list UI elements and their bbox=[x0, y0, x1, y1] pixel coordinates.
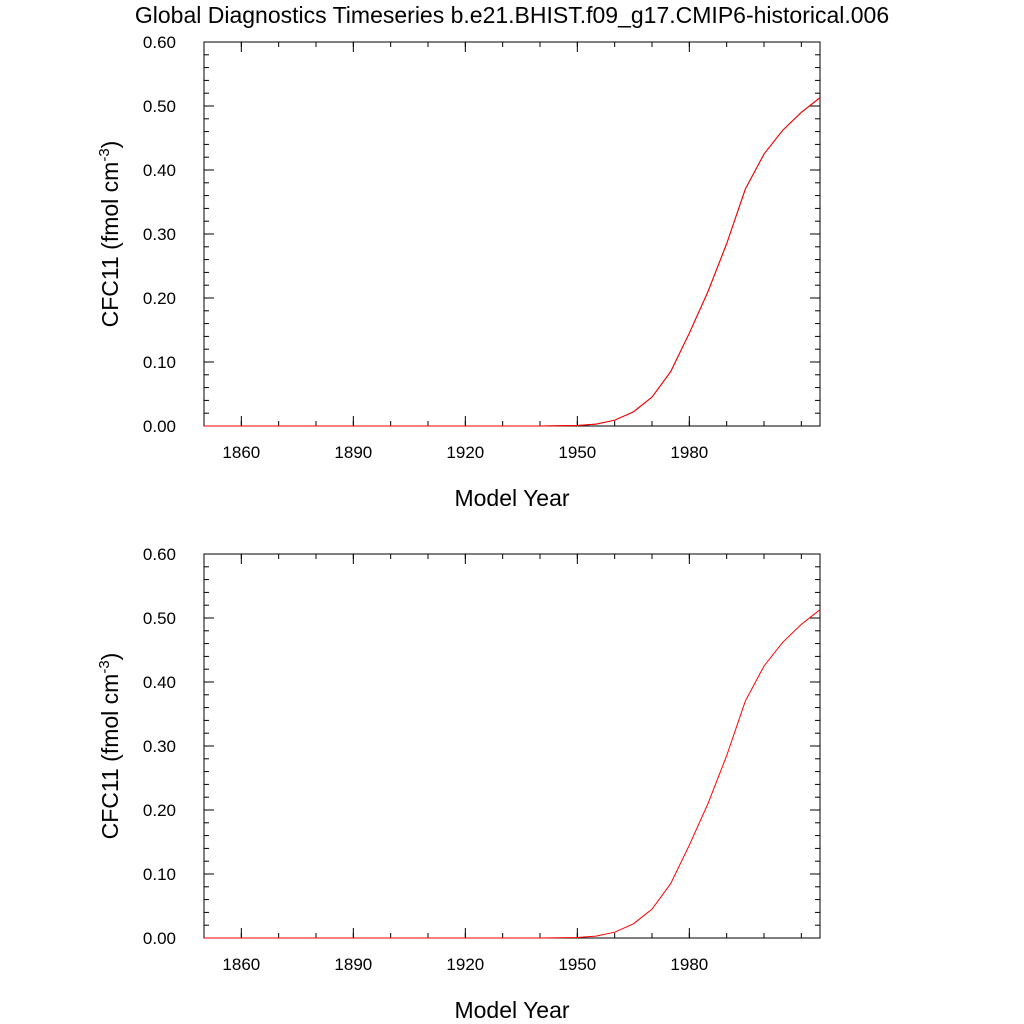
plot-frame bbox=[203, 553, 821, 939]
y-axis-title: CFC11 (fmol cm-3) bbox=[96, 653, 123, 840]
page-title: Global Diagnostics Timeseries b.e21.BHIS… bbox=[134, 2, 890, 28]
y-tick-label: 0.20 bbox=[143, 801, 176, 820]
series-line-0 bbox=[204, 97, 821, 427]
x-axis-title: Model Year bbox=[454, 997, 569, 1023]
y-tick-label: 0.50 bbox=[143, 609, 176, 628]
y-tick-label: 0.10 bbox=[143, 353, 176, 372]
x-tick-label: 1980 bbox=[670, 955, 708, 974]
y-axis-title: CFC11 (fmol cm-3) bbox=[96, 141, 123, 328]
x-tick-label: 1980 bbox=[670, 443, 708, 462]
y-tick-label: 0.40 bbox=[143, 673, 176, 692]
x-tick-label: 1860 bbox=[222, 443, 260, 462]
plot-frame bbox=[203, 41, 821, 427]
x-tick-label: 1890 bbox=[334, 955, 372, 974]
top-panel: 1860 1890 1920 1950 1980 0.00 0.10 0.20 0.30 0.40… bbox=[96, 33, 821, 511]
x-tick-label: 1920 bbox=[446, 443, 484, 462]
x-tick-label: 1950 bbox=[558, 955, 596, 974]
x-tick-label: 1860 bbox=[222, 955, 260, 974]
y-tick-label: 0.00 bbox=[143, 417, 176, 436]
y-tick-label: 0.50 bbox=[143, 97, 176, 116]
y-tick-label: 0.30 bbox=[143, 737, 176, 756]
y-tick-label: 0.10 bbox=[143, 865, 176, 884]
y-tick-label: 0.60 bbox=[143, 33, 176, 52]
series-line-1 bbox=[204, 97, 821, 427]
x-tick-label: 1890 bbox=[334, 443, 372, 462]
y-tick-label: 0.60 bbox=[143, 545, 176, 564]
y-tick-label: 0.20 bbox=[143, 289, 176, 308]
y-tick-label: 0.00 bbox=[143, 929, 176, 948]
x-tick-label: 1920 bbox=[446, 955, 484, 974]
bottom-panel: 1860 1890 1920 1950 1980 0.00 0.10 0.20 0.30 0.40… bbox=[96, 545, 821, 1023]
x-tick-label: 1950 bbox=[558, 443, 596, 462]
y-tick-label: 0.30 bbox=[143, 225, 176, 244]
x-axis-title: Model Year bbox=[454, 485, 569, 511]
y-tick-label: 0.40 bbox=[143, 161, 176, 180]
series-line-0 bbox=[204, 609, 821, 939]
